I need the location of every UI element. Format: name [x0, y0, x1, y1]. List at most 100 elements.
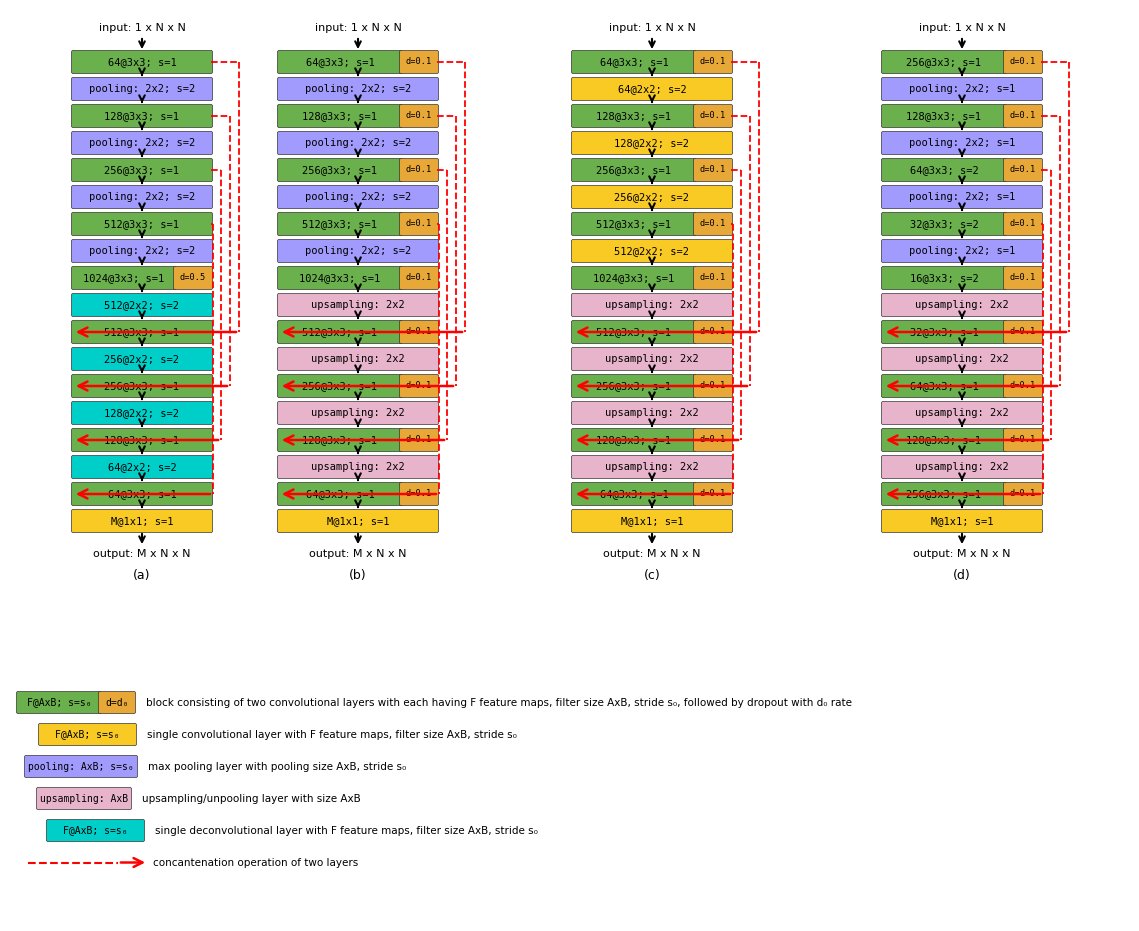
FancyBboxPatch shape [278, 104, 402, 128]
FancyBboxPatch shape [278, 482, 402, 506]
Text: upsampling: 2x2: upsampling: 2x2 [915, 462, 1009, 472]
Text: d=0.1: d=0.1 [405, 166, 432, 174]
Text: d=d₀: d=d₀ [105, 697, 129, 708]
Text: 256@3x3; s=1: 256@3x3; s=1 [907, 57, 982, 67]
Text: d=0.1: d=0.1 [699, 490, 727, 498]
Text: d=0.1: d=0.1 [699, 112, 727, 120]
FancyBboxPatch shape [278, 158, 402, 182]
Text: upsampling: 2x2: upsampling: 2x2 [311, 300, 404, 310]
FancyBboxPatch shape [572, 482, 697, 506]
Text: d=0.1: d=0.1 [1010, 220, 1036, 228]
Text: input: 1 x N x N: input: 1 x N x N [314, 23, 401, 33]
Text: F@AxB; s=s₀: F@AxB; s=s₀ [63, 826, 128, 835]
FancyBboxPatch shape [278, 239, 439, 263]
FancyBboxPatch shape [882, 266, 1007, 290]
Text: d=0.1: d=0.1 [1010, 436, 1036, 444]
Text: d=0.1: d=0.1 [405, 58, 432, 66]
FancyBboxPatch shape [72, 428, 213, 452]
Text: output: M x N x N: output: M x N x N [93, 549, 190, 559]
FancyBboxPatch shape [882, 509, 1042, 533]
FancyBboxPatch shape [400, 428, 439, 452]
Text: upsampling: 2x2: upsampling: 2x2 [915, 300, 1009, 310]
Text: d=0.1: d=0.1 [699, 382, 727, 390]
Text: 256@3x3; s=1: 256@3x3; s=1 [105, 381, 180, 391]
FancyBboxPatch shape [572, 320, 697, 344]
FancyBboxPatch shape [36, 788, 131, 809]
Text: pooling: 2x2; s=1: pooling: 2x2; s=1 [909, 192, 1015, 202]
Text: 128@3x3; s=1: 128@3x3; s=1 [907, 111, 982, 121]
FancyBboxPatch shape [572, 158, 697, 182]
FancyBboxPatch shape [278, 455, 439, 479]
FancyBboxPatch shape [72, 131, 213, 155]
FancyBboxPatch shape [173, 266, 213, 290]
FancyBboxPatch shape [572, 104, 697, 128]
Text: 512@3x3; s=1: 512@3x3; s=1 [597, 219, 672, 229]
FancyBboxPatch shape [694, 266, 732, 290]
FancyBboxPatch shape [72, 320, 213, 344]
FancyBboxPatch shape [278, 374, 402, 398]
Text: 256@3x3; s=1: 256@3x3; s=1 [597, 381, 672, 391]
FancyBboxPatch shape [882, 239, 1042, 263]
FancyBboxPatch shape [694, 212, 732, 236]
Text: (d): (d) [953, 569, 970, 582]
FancyBboxPatch shape [278, 428, 402, 452]
FancyBboxPatch shape [72, 293, 213, 317]
FancyBboxPatch shape [572, 401, 732, 425]
Text: pooling: 2x2; s=2: pooling: 2x2; s=2 [305, 138, 411, 148]
Text: pooling: 2x2; s=2: pooling: 2x2; s=2 [305, 84, 411, 94]
Text: upsampling: AxB: upsampling: AxB [40, 793, 128, 803]
Text: 256@3x3; s=1: 256@3x3; s=1 [303, 381, 377, 391]
Text: 128@3x3; s=1: 128@3x3; s=1 [597, 111, 672, 121]
Text: d=0.1: d=0.1 [699, 328, 727, 336]
FancyBboxPatch shape [278, 131, 439, 155]
Text: 64@3x3; s=1: 64@3x3; s=1 [910, 381, 978, 391]
Text: single convolutional layer with F feature maps, filter size AxB, stride s₀: single convolutional layer with F featur… [147, 730, 517, 739]
FancyBboxPatch shape [572, 212, 697, 236]
FancyBboxPatch shape [25, 755, 138, 777]
FancyBboxPatch shape [572, 185, 732, 209]
Text: 128@3x3; s=1: 128@3x3; s=1 [303, 435, 377, 445]
FancyBboxPatch shape [694, 320, 732, 344]
Text: concantenation operation of two layers: concantenation operation of two layers [153, 857, 359, 868]
Text: d=0.1: d=0.1 [405, 382, 432, 390]
FancyBboxPatch shape [882, 428, 1007, 452]
Text: upsampling: 2x2: upsampling: 2x2 [605, 300, 699, 310]
Text: d=0.1: d=0.1 [405, 436, 432, 444]
FancyBboxPatch shape [1003, 158, 1042, 182]
FancyBboxPatch shape [400, 104, 439, 128]
FancyBboxPatch shape [278, 266, 402, 290]
Text: 64@2x2; s=2: 64@2x2; s=2 [107, 462, 177, 472]
FancyBboxPatch shape [72, 509, 213, 533]
FancyBboxPatch shape [400, 482, 439, 506]
Text: 32@3x3; s=1: 32@3x3; s=1 [910, 327, 978, 337]
FancyBboxPatch shape [882, 482, 1007, 506]
FancyBboxPatch shape [400, 374, 439, 398]
FancyBboxPatch shape [278, 50, 402, 74]
FancyBboxPatch shape [572, 131, 732, 155]
Text: pooling: 2x2; s=2: pooling: 2x2; s=2 [89, 84, 195, 94]
FancyBboxPatch shape [400, 212, 439, 236]
Text: input: 1 x N x N: input: 1 x N x N [608, 23, 696, 33]
Text: pooling: 2x2; s=2: pooling: 2x2; s=2 [89, 192, 195, 202]
Text: d=0.1: d=0.1 [1010, 166, 1036, 174]
FancyBboxPatch shape [278, 347, 439, 371]
FancyBboxPatch shape [694, 482, 732, 506]
Text: 16@3x3; s=2: 16@3x3; s=2 [910, 273, 978, 283]
Text: (b): (b) [350, 569, 367, 582]
FancyBboxPatch shape [572, 77, 732, 101]
FancyBboxPatch shape [882, 401, 1042, 425]
Text: 512@3x3; s=1: 512@3x3; s=1 [597, 327, 672, 337]
FancyBboxPatch shape [882, 131, 1042, 155]
Text: upsampling: 2x2: upsampling: 2x2 [915, 354, 1009, 364]
FancyBboxPatch shape [47, 819, 145, 842]
FancyBboxPatch shape [572, 293, 732, 317]
Text: d=0.1: d=0.1 [699, 220, 727, 228]
Text: upsampling: 2x2: upsampling: 2x2 [605, 408, 699, 418]
Text: (a): (a) [133, 569, 150, 582]
FancyBboxPatch shape [278, 185, 439, 209]
FancyBboxPatch shape [1003, 50, 1042, 74]
Text: pooling: AxB; s=s₀: pooling: AxB; s=s₀ [28, 762, 134, 772]
Text: 256@3x3; s=1: 256@3x3; s=1 [907, 489, 982, 499]
FancyBboxPatch shape [278, 320, 402, 344]
Text: 512@3x3; s=1: 512@3x3; s=1 [303, 327, 377, 337]
